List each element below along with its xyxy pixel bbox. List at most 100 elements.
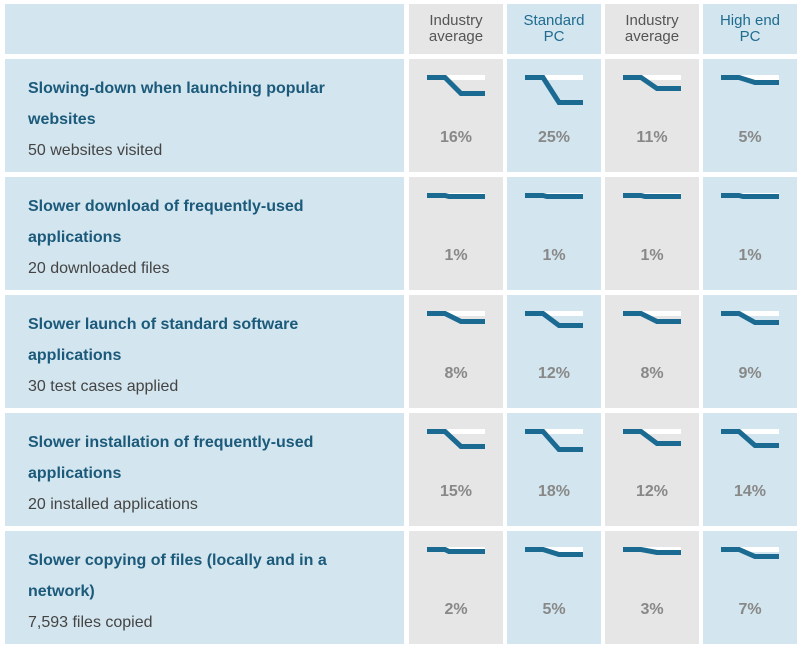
percentage-value: 8%	[444, 365, 468, 382]
sparkline	[721, 311, 779, 325]
percentage-value: 15%	[439, 483, 473, 500]
sparkline	[525, 429, 583, 452]
value-cell: 14%	[703, 413, 797, 526]
row-label: Slower installation of frequently-used a…	[5, 413, 404, 526]
sparkline	[525, 547, 583, 557]
column-header-text: Standard PC	[524, 13, 585, 45]
column-header-line1: Standard	[523, 12, 585, 29]
sparkline-baseline	[721, 75, 779, 80]
sparkline-baseline	[525, 311, 583, 316]
column-header-line2: average	[624, 28, 680, 45]
row-subtitle: 30 test cases applied	[28, 378, 179, 395]
sparkline-line	[623, 75, 681, 91]
value-cell: 12%	[507, 295, 601, 408]
row-label: Slower download of frequently-used appli…	[5, 177, 404, 290]
value-cell: 1%	[507, 177, 601, 290]
row-subtitle: 20 installed applications	[28, 496, 198, 513]
value-cell: 5%	[507, 531, 601, 644]
row-subtitle: 20 downloaded files	[28, 260, 170, 277]
value-cell: 15%	[409, 413, 503, 526]
sparkline	[721, 429, 779, 448]
value-cell: 8%	[605, 295, 699, 408]
value-cell: 1%	[703, 177, 797, 290]
row-subtitle: 7,593 files copied	[28, 614, 153, 631]
sparkline	[427, 311, 485, 324]
sparkline	[427, 75, 485, 96]
sparkline	[721, 547, 779, 559]
value-cell: 25%	[507, 59, 601, 172]
sparkline-line	[427, 429, 485, 449]
sparkline	[623, 311, 681, 324]
value-cell: 9%	[703, 295, 797, 408]
sparkline-line	[721, 75, 779, 85]
percentage-value: 1%	[444, 247, 468, 264]
percentage-value: 1%	[640, 247, 664, 264]
sparkline-line	[623, 547, 681, 555]
sparkline-line	[525, 429, 583, 452]
column-header-1: Industry average	[409, 4, 503, 54]
sparkline-line	[721, 193, 779, 199]
percentage-value: 11%	[636, 129, 668, 146]
value-cell: 12%	[605, 413, 699, 526]
column-header-line2: PC	[739, 28, 761, 45]
sparkline-line	[623, 193, 681, 199]
sparkline-line	[525, 75, 583, 105]
sparkline	[623, 75, 681, 91]
percentage-value: 1%	[738, 247, 762, 264]
row-title: Slower launch of standard software appli…	[28, 316, 299, 364]
value-cell: 7%	[703, 531, 797, 644]
value-cell: 2%	[409, 531, 503, 644]
sparkline	[623, 429, 681, 446]
sparkline	[623, 547, 681, 555]
column-header-line1: Industry	[625, 12, 679, 29]
row-label: Slower launch of standard software appli…	[5, 295, 404, 408]
column-header-text: Industry average	[429, 13, 483, 45]
value-cell: 8%	[409, 295, 503, 408]
sparkline	[721, 75, 779, 85]
sparkline-baseline	[525, 75, 583, 80]
percentage-value: 1%	[542, 247, 566, 264]
sparkline	[427, 429, 485, 449]
sparkline-baseline	[427, 311, 485, 316]
percentage-value: 9%	[738, 365, 762, 382]
value-cell: 16%	[409, 59, 503, 172]
percentage-value: 8%	[640, 365, 664, 382]
value-cell: 18%	[507, 413, 601, 526]
value-cell: 1%	[605, 177, 699, 290]
sparkline-baseline	[525, 429, 583, 434]
percentage-value: 12%	[635, 483, 669, 500]
sparkline-line	[525, 547, 583, 557]
sparkline-line	[427, 547, 485, 554]
sparkline-baseline	[427, 429, 485, 434]
column-header-2: Standard PC	[507, 4, 601, 54]
sparkline	[525, 75, 583, 105]
column-header-line2: PC	[543, 28, 565, 45]
sparkline-baseline	[623, 75, 681, 80]
value-cell: 11%	[605, 59, 699, 172]
row-title: Slower installation of frequently-used a…	[28, 434, 314, 482]
sparkline-baseline	[721, 311, 779, 316]
value-cell: 1%	[409, 177, 503, 290]
percentage-value: 5%	[738, 129, 762, 146]
row-title: Slower copying of files (locally and in …	[28, 552, 327, 600]
value-cell: 3%	[605, 531, 699, 644]
sparkline	[721, 193, 779, 199]
row-label: Slower copying of files (locally and in …	[5, 531, 404, 644]
sparkline-line	[427, 75, 485, 96]
sparkline-line	[427, 193, 485, 199]
row-title: Slowing-down when launching popular webs…	[28, 80, 325, 128]
column-header-line1: High end	[719, 12, 781, 29]
percentage-value: 12%	[537, 365, 571, 382]
row-title: Slower download of frequently-used appli…	[28, 198, 304, 246]
sparkline-baseline	[721, 429, 779, 434]
column-header-3: Industry average	[605, 4, 699, 54]
sparkline	[427, 547, 485, 554]
row-label: Slowing-down when launching popular webs…	[5, 59, 404, 172]
percentage-value: 25%	[537, 129, 571, 146]
sparkline	[427, 193, 485, 199]
sparkline-line	[721, 311, 779, 325]
sparkline-line	[525, 311, 583, 328]
value-cell: 5%	[703, 59, 797, 172]
header-corner	[5, 4, 404, 54]
